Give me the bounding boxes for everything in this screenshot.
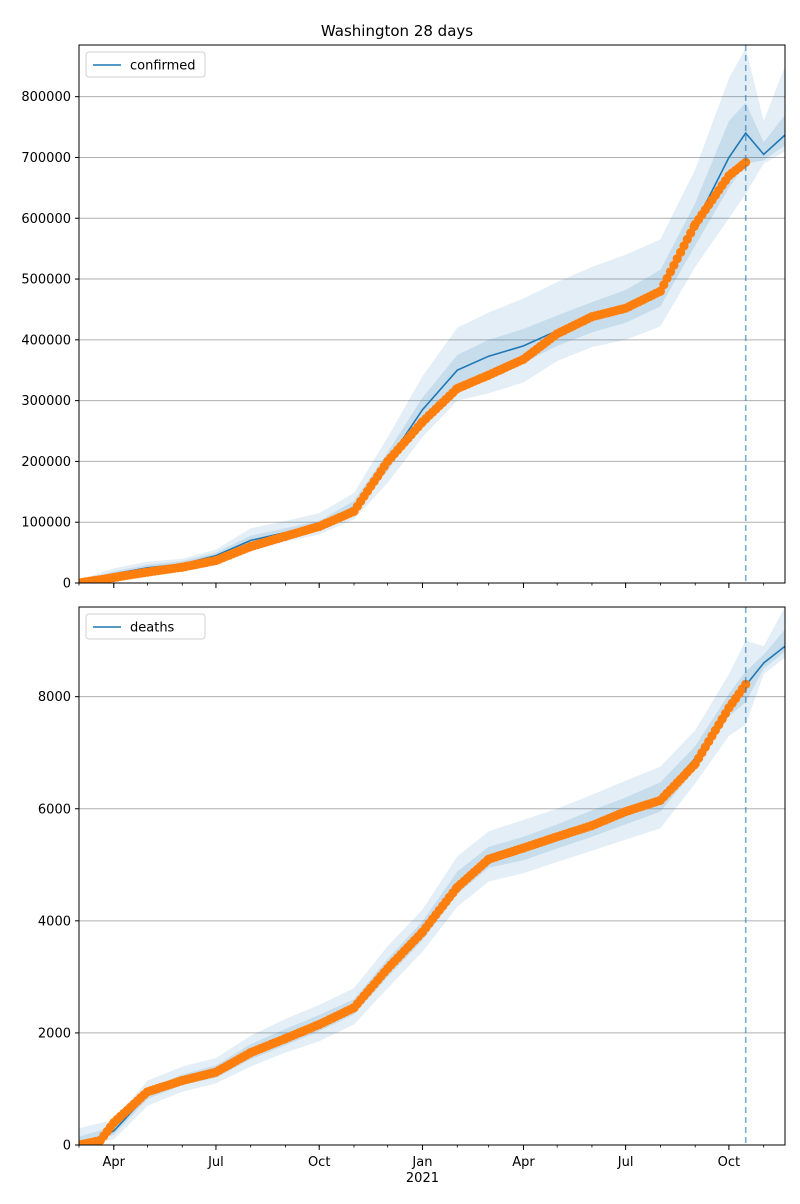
x-tick-label: Apr: [512, 1155, 535, 1170]
legend: deaths: [85, 613, 206, 640]
confidence-band-outer: [79, 607, 785, 1145]
x-tick-label: Jul: [207, 1155, 224, 1170]
legend-box: [85, 51, 206, 78]
confirmed-panel: 0 100000 200000 300000 400000 500000 600000 700…: [21, 44, 786, 592]
y-tick-label: 200000: [21, 455, 71, 470]
y-tick-label: 500000: [21, 273, 71, 288]
y-tick-label: 8000: [38, 690, 71, 705]
observed-point: [741, 679, 751, 689]
legend: confirmed: [85, 51, 206, 78]
y-tick-label: 400000: [21, 333, 71, 348]
y-tick-label: 100000: [21, 516, 71, 531]
legend-box: [85, 613, 206, 640]
y-tick-label: 2000: [38, 1026, 71, 1041]
x-tick-label: Oct: [308, 1155, 330, 1170]
y-tick-label: 6000: [38, 802, 71, 817]
x-tick-year-label: 2021: [406, 1171, 439, 1186]
y-tick-label: 0: [63, 577, 71, 592]
legend-label: deaths: [130, 621, 175, 636]
series-line-confirmed: [79, 131, 785, 583]
observed-point: [741, 157, 751, 167]
confidence-band-outer: [79, 48, 785, 583]
x-tick-label: Apr: [103, 1155, 126, 1170]
confidence-band-inner: [79, 102, 785, 583]
axes-frame: [78, 606, 786, 1146]
y-tick-label: 800000: [21, 90, 71, 105]
y-tick-label: 300000: [21, 394, 71, 409]
y-tick-label: 600000: [21, 212, 71, 227]
legend-label: confirmed: [130, 59, 196, 74]
chart-title: Washington 28 days: [321, 22, 473, 40]
x-tick-label: Oct: [718, 1155, 740, 1170]
x-tick-label: Jan: [411, 1155, 432, 1170]
y-tick-label: 700000: [21, 151, 71, 166]
axes-frame: [78, 44, 786, 584]
y-tick-label: 4000: [38, 914, 71, 929]
y-tick-label: 0: [63, 1139, 71, 1154]
x-tick-label: Jul: [617, 1155, 634, 1170]
